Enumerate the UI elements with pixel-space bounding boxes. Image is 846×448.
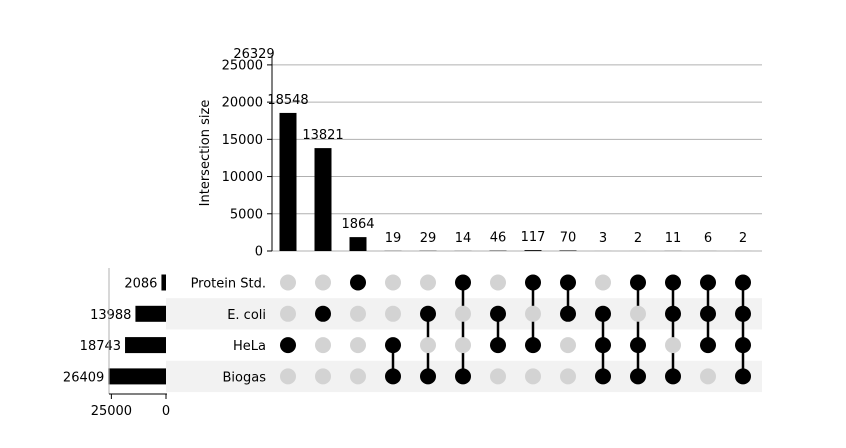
matrix-dot-active [700,337,716,353]
matrix-dot-active [385,337,401,353]
matrix-dot-active [630,368,646,384]
intersection-value-label: 2 [739,231,747,246]
matrix-dot-active [700,275,716,291]
matrix-dot-active [420,368,436,384]
matrix-dot-active [420,306,436,322]
intersection-value-label: 19 [385,231,402,246]
matrix-dot-inactive [350,337,366,353]
intersection-bar [315,148,332,251]
intersection-value-label: 117 [521,230,546,245]
matrix-dot-active [665,368,681,384]
set-name-label: Biogas [223,370,267,385]
set-size-bar [125,337,166,353]
matrix-dot-active [315,306,331,322]
intersection-value-label: 18548 [267,93,308,108]
matrix-dot-inactive [350,306,366,322]
matrix-dot-active [735,368,751,384]
matrix-dot-inactive [385,306,401,322]
set-name-label: HeLa [233,339,266,354]
set-name-label: E. coli [227,308,266,323]
matrix-dot-inactive [595,275,611,291]
intersection-value-label: 3 [599,231,607,246]
intersection-value-label: 6 [704,231,712,246]
intersection-value-label: 70 [560,230,577,245]
matrix-dot-inactive [490,368,506,384]
y-tick-label: 25000 [222,58,263,73]
matrix-dot-active [385,368,401,384]
matrix-dot-active [595,337,611,353]
matrix-dot-inactive [490,275,506,291]
matrix-dot-inactive [560,368,576,384]
set-size-value-label: 18743 [80,339,121,354]
intersection-value-label: 11 [665,231,682,246]
set-size-bar [161,275,166,291]
set-size-value-label: 13988 [90,308,131,323]
set-name-label: Protein Std. [191,277,266,292]
matrix-dot-inactive [280,275,296,291]
matrix-dot-inactive [385,275,401,291]
matrix-dot-active [665,275,681,291]
matrix-dot-inactive [560,337,576,353]
matrix-dot-active [560,306,576,322]
matrix-dot-active [280,337,296,353]
intersection-value-label: 46 [490,231,507,246]
intersection-value-label: 13821 [302,128,343,143]
matrix-dot-active [700,306,716,322]
y-tick-label: 10000 [222,170,263,185]
matrix-dot-active [455,368,471,384]
matrix-dot-inactive [455,337,471,353]
y-axis-label: Intersection size [198,100,213,207]
matrix-dot-active [735,275,751,291]
matrix-dot-active [490,306,506,322]
matrix-dot-inactive [315,368,331,384]
set-size-value-label: 2086 [124,277,157,292]
intersection-bar [525,250,542,251]
set-size-value-label: 26409 [63,370,104,385]
matrix-dot-active [595,306,611,322]
matrix-dot-inactive [630,306,646,322]
intersection-bar [350,237,367,251]
matrix-dot-active [630,337,646,353]
matrix-dot-active [735,337,751,353]
matrix-dot-active [455,275,471,291]
matrix-dot-active [525,337,541,353]
matrix-dot-inactive [455,306,471,322]
intersection-bar [280,113,297,251]
matrix-dot-inactive [525,368,541,384]
set-size-tick-label: 25000 [91,404,132,419]
matrix-dot-active [735,306,751,322]
matrix-dot-inactive [350,368,366,384]
intersection-value-label: 14 [455,231,472,246]
matrix-dot-inactive [420,337,436,353]
matrix-dot-inactive [665,337,681,353]
y-tick-label: 0 [255,245,263,260]
matrix-dot-active [560,275,576,291]
set-size-bar [135,306,166,322]
matrix-dot-inactive [315,337,331,353]
matrix-dot-inactive [280,306,296,322]
matrix-dot-inactive [700,368,716,384]
intersection-value-label: 29 [420,231,437,246]
matrix-dot-active [630,275,646,291]
matrix-dot-active [525,275,541,291]
matrix-dot-active [595,368,611,384]
y-tick-label: 15000 [222,133,263,148]
matrix-dot-inactive [280,368,296,384]
set-size-tick-label: 0 [162,404,170,419]
intersection-value-label: 2 [634,231,642,246]
matrix-dot-active [350,275,366,291]
matrix-dot-active [490,337,506,353]
matrix-dot-inactive [525,306,541,322]
y-tick-label: 5000 [230,207,263,222]
matrix-dot-inactive [315,275,331,291]
intersection-value-label: 1864 [341,217,374,232]
y-tick-label: 20000 [222,96,263,111]
set-size-bar [108,368,166,384]
matrix-dot-inactive [420,275,436,291]
matrix-dot-active [665,306,681,322]
intersection-bar [560,250,577,251]
